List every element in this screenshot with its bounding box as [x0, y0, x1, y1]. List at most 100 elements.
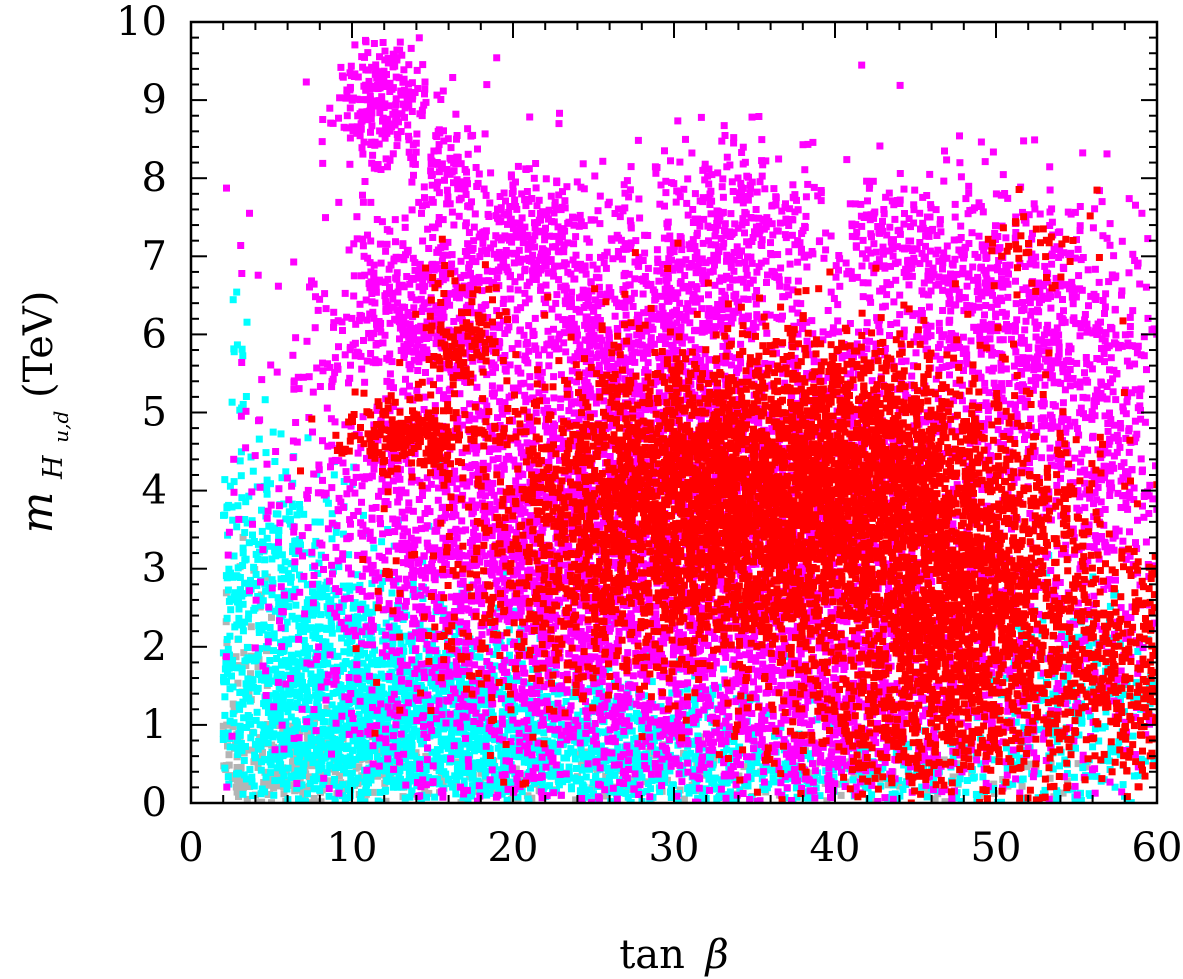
- scatter-point: [286, 741, 294, 749]
- scatter-point: [346, 780, 354, 788]
- scatter-point: [386, 691, 394, 699]
- scatter-point: [291, 565, 298, 573]
- scatter-point: [335, 747, 343, 755]
- scatter-point: [380, 690, 387, 698]
- scatter-point: [330, 781, 338, 789]
- scatter-point: [981, 311, 988, 319]
- scatter-point: [277, 670, 285, 678]
- scatter-point: [272, 510, 280, 518]
- scatter-point: [292, 658, 300, 666]
- scatter-point: [401, 716, 409, 724]
- scatter-point: [342, 658, 350, 665]
- scatter-point: [357, 736, 365, 744]
- scatter-point: [533, 727, 541, 735]
- scatter-point: [315, 694, 323, 702]
- scatter-point: [243, 643, 251, 651]
- scatter-point: [604, 764, 611, 772]
- scatter-point: [528, 794, 536, 802]
- scatter-point: [481, 772, 489, 780]
- scatter-point: [285, 663, 293, 671]
- scatter-point: [236, 457, 244, 465]
- scatter-point: [404, 738, 412, 746]
- scatter-point: [990, 790, 998, 797]
- scatter-point: [460, 777, 468, 785]
- scatter-point: [273, 655, 281, 662]
- scatter-point: [283, 727, 291, 735]
- scatter-point: [278, 766, 286, 774]
- scatter-point: [356, 581, 364, 589]
- scatter-point: [569, 693, 577, 701]
- scatter-point: [537, 765, 545, 773]
- scatter-point: [340, 731, 348, 739]
- scatter-point: [368, 686, 376, 694]
- scatter-point: [230, 478, 238, 486]
- scatter-point: [753, 759, 761, 767]
- scatter-point: [267, 522, 275, 530]
- scatter-point: [241, 529, 249, 536]
- scatter-point: [387, 685, 395, 693]
- scatter-point: [266, 791, 274, 798]
- scatter-point: [579, 782, 587, 790]
- scatter-point: [235, 769, 242, 777]
- scatter-point: [713, 795, 721, 803]
- scatter-point: [238, 359, 246, 366]
- scatter-point: [262, 587, 270, 595]
- scatter-point: [346, 649, 354, 657]
- scatter-point: [406, 793, 414, 801]
- scatter-point: [249, 531, 256, 539]
- scatter-point: [264, 756, 272, 764]
- scatter-point: [365, 751, 373, 759]
- scatter-point: [942, 798, 950, 803]
- scatter-point: [281, 558, 289, 566]
- scatter-point: [371, 646, 379, 654]
- scatter-point: [220, 673, 228, 681]
- scatter-point: [235, 793, 242, 800]
- scatter-point: [405, 711, 413, 719]
- scatter-point: [238, 620, 246, 628]
- scatter-point: [257, 676, 265, 684]
- scatter-point: [572, 796, 580, 803]
- scatter-points: [219, 34, 1157, 803]
- scatter-point: [425, 789, 433, 797]
- scatter-point: [276, 710, 284, 718]
- scatter-point: [365, 748, 372, 755]
- scatter-point: [261, 570, 269, 578]
- scatter-point: [531, 314, 539, 322]
- scatter-point: [593, 695, 600, 703]
- scatter-point: [239, 549, 247, 557]
- scatter-point: [332, 528, 340, 536]
- scatter-point: [721, 791, 729, 799]
- scatter-point: [540, 783, 548, 791]
- scatter-point: [369, 770, 377, 778]
- scatter-point: [648, 777, 656, 785]
- scatter-point: [636, 214, 644, 222]
- scatter-point: [531, 745, 538, 753]
- scatter-point: [401, 726, 409, 734]
- scatter-point: [235, 614, 243, 622]
- scatter-point: [394, 745, 402, 753]
- scatter-point: [546, 782, 554, 790]
- scatter-point: [496, 568, 504, 576]
- scatter-point: [471, 759, 478, 767]
- scatter-point: [301, 643, 309, 651]
- scatter-point: [288, 702, 296, 710]
- scatter-point: [512, 765, 520, 773]
- scatter-point: [374, 769, 381, 777]
- scatter-point: [540, 729, 548, 737]
- scatter-point: [247, 734, 255, 742]
- scatter-point: [236, 689, 244, 696]
- scatter-point: [461, 723, 469, 731]
- scatter-point: [624, 793, 632, 801]
- scatter-point: [366, 634, 374, 642]
- scatter-point: [280, 790, 288, 798]
- scatter-point: [500, 683, 508, 690]
- scatter-point: [230, 552, 238, 560]
- scatter-point: [289, 689, 297, 697]
- scatter-point: [392, 682, 400, 690]
- scatter-point: [270, 784, 278, 792]
- scatter-point: [373, 623, 381, 631]
- scatter-point: [308, 677, 315, 685]
- scatter-point: [339, 601, 347, 609]
- scatter-point: [1083, 763, 1091, 771]
- scatter-point: [931, 795, 939, 803]
